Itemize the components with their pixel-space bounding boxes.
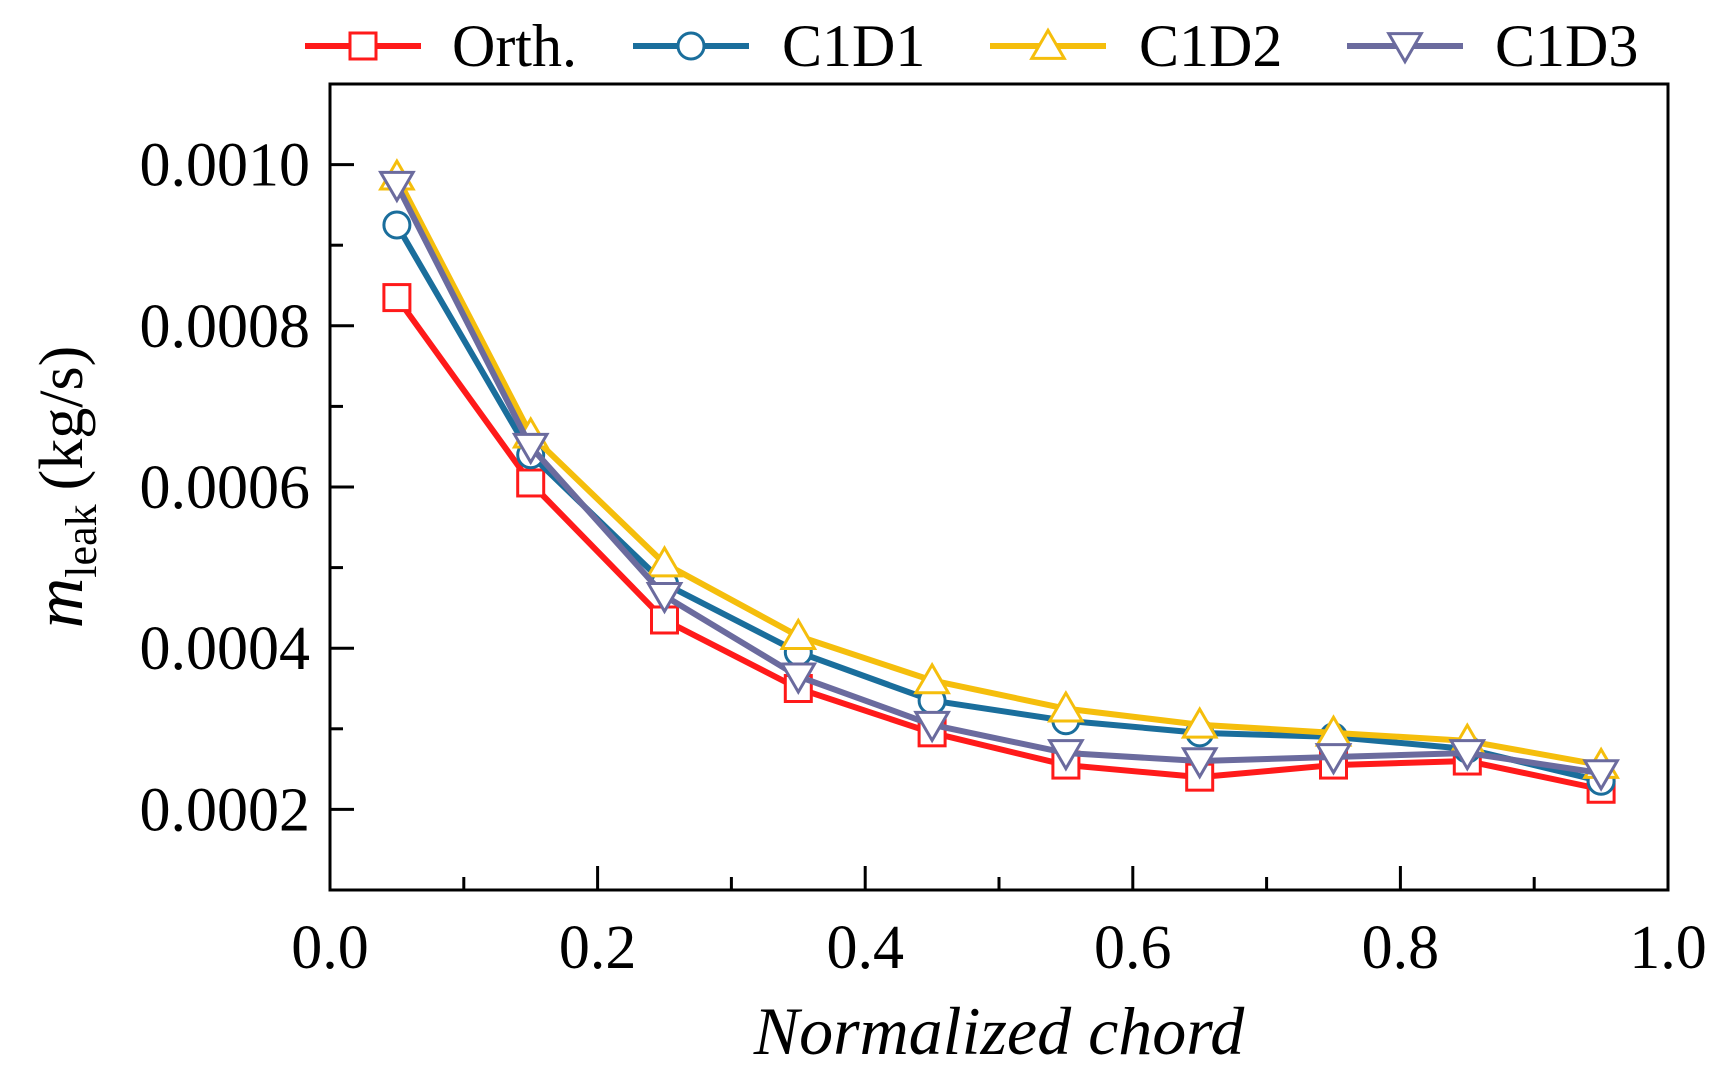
legend-label: C1D3 (1495, 13, 1638, 79)
x-tick-label: 1.0 (1629, 914, 1707, 982)
legend-item: C1D3 (1347, 13, 1638, 79)
series-line (394, 295, 1602, 793)
y-tick-label: 0.0002 (140, 776, 311, 844)
series-layer (378, 158, 1620, 804)
y-tick-label: 0.0004 (140, 615, 311, 683)
data-point (779, 617, 818, 650)
legend-label: C1D2 (1139, 13, 1282, 79)
data-point (382, 283, 412, 313)
x-tick-label: 0.4 (826, 914, 904, 982)
series-c1d1 (382, 210, 1616, 796)
data-point (913, 710, 951, 744)
series-c1d3 (378, 170, 1620, 792)
data-point (378, 170, 416, 204)
legend-marker (676, 31, 706, 61)
data-point (1047, 690, 1085, 723)
data-point (516, 468, 546, 498)
data-point (645, 544, 684, 578)
legend-marker (348, 31, 378, 61)
y-axis-symbol: m (21, 578, 98, 629)
x-tick-label: 0.0 (291, 914, 369, 982)
data-point (511, 432, 550, 466)
y-tick-label: 0.0006 (140, 454, 311, 522)
data-point (1582, 759, 1620, 792)
data-point (779, 662, 818, 695)
data-point (913, 661, 951, 695)
series-line (394, 183, 1602, 777)
x-tick-label: 0.6 (1094, 914, 1172, 982)
legend-item: C1D2 (990, 13, 1282, 79)
series-orth (382, 283, 1616, 804)
data-point (1180, 747, 1219, 780)
legend-item: C1D1 (633, 13, 925, 79)
data-point (645, 581, 684, 615)
y-tick-label: 0.0010 (140, 132, 311, 200)
data-point (1180, 706, 1219, 739)
x-tick-label: 0.8 (1362, 914, 1440, 982)
data-point (1448, 739, 1487, 772)
legend-marker (1386, 32, 1424, 65)
legend-marker (1029, 27, 1067, 60)
data-point (382, 210, 412, 240)
y-axis-unit: (kg/s) (28, 346, 96, 491)
legend-item: Orth. (305, 13, 577, 79)
data-point (1047, 739, 1085, 772)
y-axis-subscript: leak (57, 504, 106, 577)
legend-label: C1D1 (782, 13, 925, 79)
x-axis-title: Normalized chord (753, 993, 1245, 1069)
y-axis-title: mleak (kg/s) (21, 346, 106, 629)
legend-label: Orth. (452, 13, 577, 79)
data-point (1314, 743, 1353, 776)
y-tick-label: 0.0008 (140, 293, 311, 361)
axis-layer: 0.0 0.2 0.4 0.6 0.8 1.0 0.0002 0.0004 0.0006 0.00… (140, 82, 1707, 982)
x-tick-label: 0.2 (559, 914, 637, 982)
series-c1d2 (378, 158, 1620, 779)
legend: Orth. C1D1 C1D2 C1D3 (305, 13, 1638, 79)
series-line (394, 175, 1602, 769)
